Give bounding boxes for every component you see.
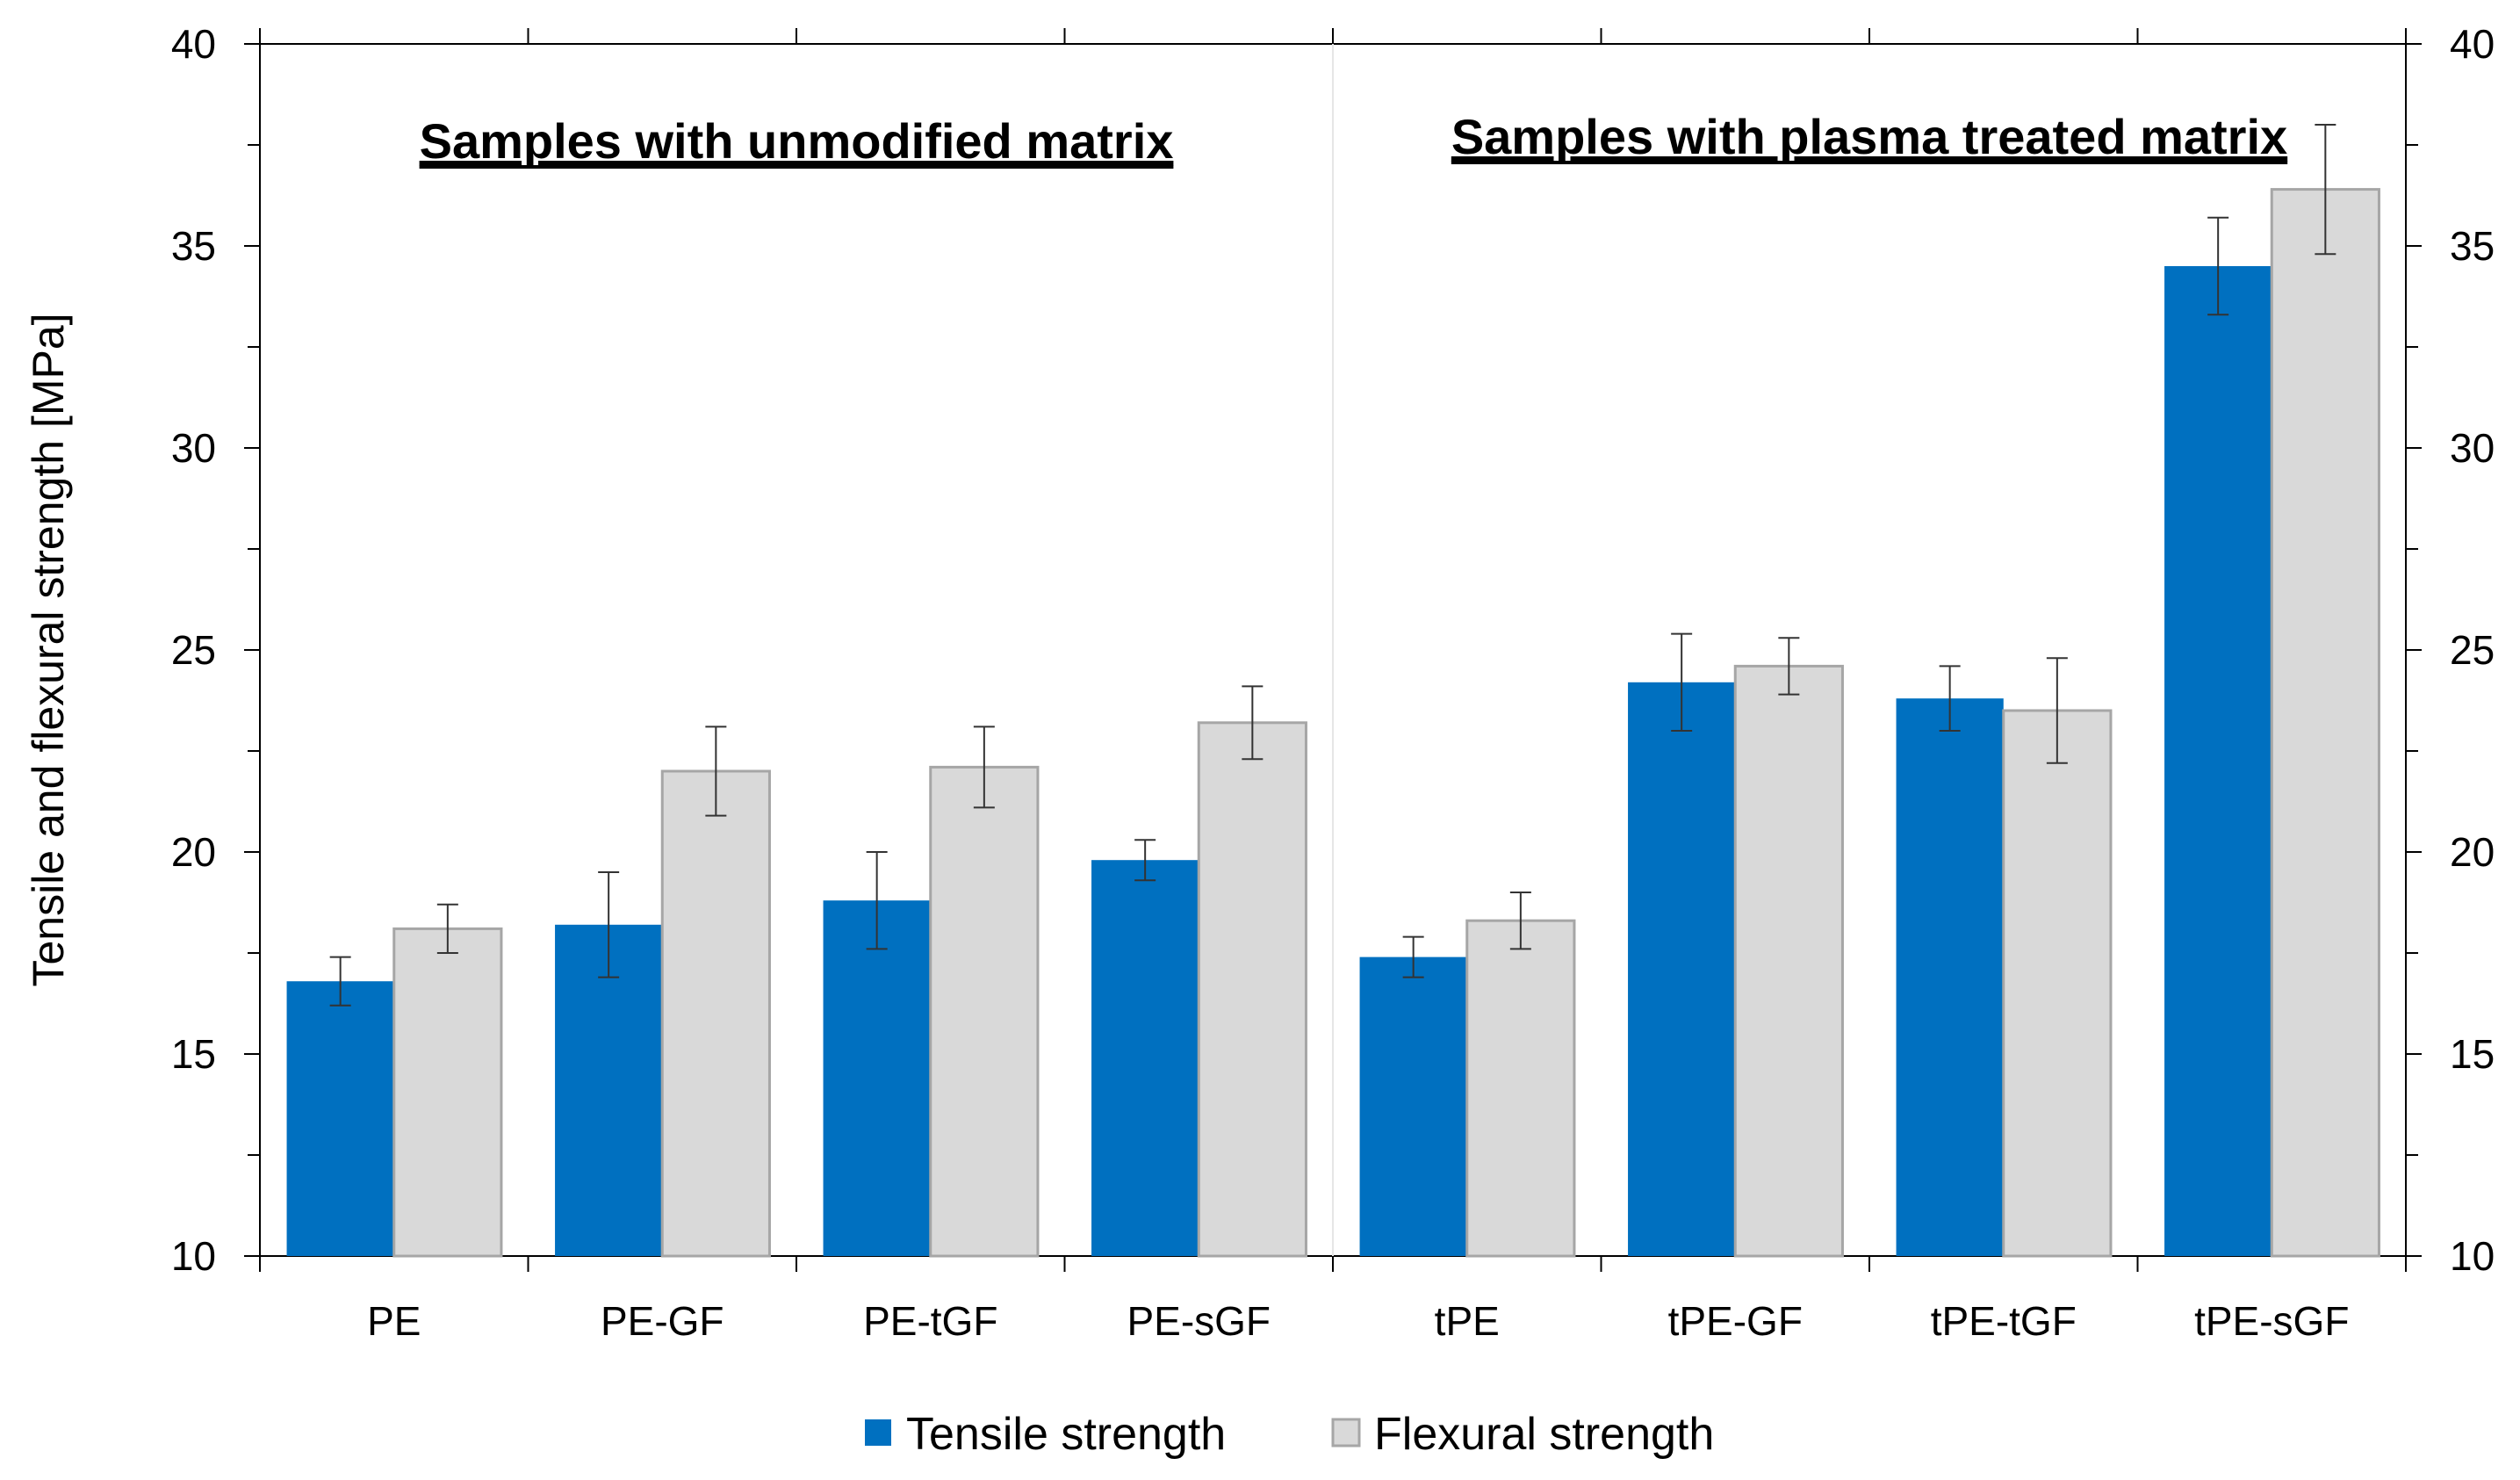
bar-flexural [2270,188,2380,1258]
y-tick-label-right: 35 [2450,223,2495,269]
y-tick-label-left: 30 [171,425,216,471]
y-tick-label-left: 15 [171,1031,216,1077]
x-tick-label: PE-tGF [863,1298,997,1344]
legend-swatch-tensile [865,1419,891,1446]
x-tick-label: tPE-tGF [1931,1298,2077,1344]
legend: Tensile strength Flexural strength [865,1409,1714,1460]
bar-tensile [286,981,394,1256]
bar-tensile [2164,266,2272,1256]
x-tick-label: tPE-sGF [2194,1298,2349,1344]
tick-labels: 10 10 15 15 20 20 25 25 30 30 35 35 40 40 PE PE-GF PE-tG… [171,21,2495,1344]
bar-tensile [1628,682,1736,1256]
y-tick-label-left: 25 [171,627,216,673]
y-axis-title: Tensile and flexural strength [MPa] [24,313,73,986]
y-tick-label-right: 15 [2450,1031,2495,1077]
x-tick-label: PE-sGF [1127,1298,1271,1344]
y-tick-label-right: 25 [2450,627,2495,673]
y-tick-label-right: 40 [2450,21,2495,67]
y-tick-label-left: 20 [171,829,216,875]
bar-flexural [929,765,1040,1258]
y-tick-label-left: 35 [171,223,216,269]
ticks [244,28,2422,1272]
x-tick-label: tPE-GF [1668,1298,1803,1344]
bar-tensile [1091,860,1199,1256]
x-tick-label: tPE [1435,1298,1500,1344]
bar-flexural [1465,919,1576,1258]
legend-label-flexural: Flexural strength [1374,1409,1714,1460]
y-tick-label-left: 10 [171,1233,216,1279]
bar-tensile [823,900,931,1256]
bar-flexural [1197,721,1307,1258]
bar-flexural [1733,664,1844,1258]
bar-tensile [1359,957,1467,1256]
x-tick-label: PE [367,1298,421,1344]
legend-label-tensile: Tensile strength [906,1409,1226,1460]
y-tick-label-right: 10 [2450,1233,2495,1279]
bar-tensile [1896,698,2004,1256]
bar-flexural [2002,709,2113,1258]
bar-tensile [555,924,663,1256]
x-tick-label: PE-GF [601,1298,724,1344]
annotation-unmodified: Samples with unmodified matrix [420,113,1174,169]
annotation-plasma-treated: Samples with plasma treated matrix [1451,109,2287,164]
bar-flexural [660,769,771,1258]
y-tick-label-right: 20 [2450,829,2495,875]
bars [286,188,2380,1258]
y-tick-label-left: 40 [171,21,216,67]
bar-flexural [392,927,503,1258]
y-tick-label-right: 30 [2450,425,2495,471]
error-bars [329,124,2336,1007]
legend-swatch-flexural [1331,1418,1361,1448]
